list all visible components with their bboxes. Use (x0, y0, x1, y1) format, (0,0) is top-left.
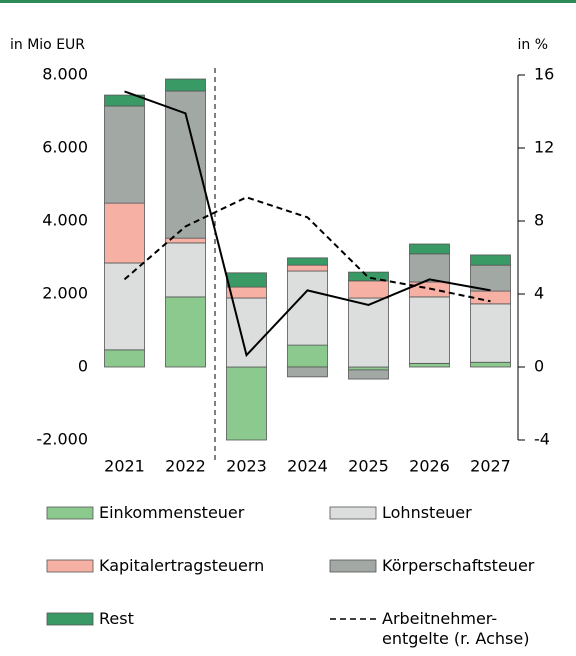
bar-segment (226, 272, 267, 288)
bar-segment (287, 264, 328, 272)
bar-segment (287, 366, 328, 378)
x-tick-label: 2022 (165, 457, 206, 476)
bar-segment (165, 296, 206, 368)
bar-segment (470, 361, 511, 368)
y-tick-label: 8.000 (42, 65, 88, 84)
legend-label: Kapitalertragsteuern (99, 556, 265, 575)
bar-segment (226, 366, 267, 441)
line-series (124, 90, 491, 358)
y2-axis-label: in % (517, 37, 548, 53)
bar-segment (348, 280, 389, 299)
legend-label: Körperschaftsteuer (382, 556, 535, 575)
y2-tick-label: 0 (534, 357, 544, 376)
legend-swatch (46, 559, 94, 573)
bar-segment (348, 271, 389, 282)
x-tick-label: 2023 (226, 457, 267, 476)
legend-swatch (329, 506, 377, 520)
legend-label: Rest (99, 609, 134, 628)
x-tick-label: 2027 (470, 457, 511, 476)
bar-segment (104, 202, 145, 264)
bar-segment (470, 254, 511, 266)
y-axis-label: in Mio EUR (10, 37, 85, 53)
legend-label: Lohnsteuer (382, 503, 472, 522)
legend-swatch (329, 559, 377, 573)
bar-segment (287, 270, 328, 346)
y2-tick-label: 8 (534, 211, 544, 230)
bar-segment (287, 344, 328, 368)
y2-tick-label: 4 (534, 284, 544, 303)
bar-segment (104, 105, 145, 204)
bar-segment (165, 78, 206, 92)
bar-segment (470, 264, 511, 292)
bar-segment (226, 297, 267, 368)
x-tick-label: 2024 (287, 457, 328, 476)
legend-swatch (46, 506, 94, 520)
x-tick-label: 2025 (348, 457, 389, 476)
bar-segment (348, 366, 389, 371)
top-rule (0, 0, 576, 3)
line-series (123, 196, 491, 303)
bar-segment (348, 369, 389, 380)
bar-segment (104, 94, 145, 107)
bar-segment (409, 296, 450, 364)
y2-tick-label: 16 (534, 65, 554, 84)
bar-segment (287, 257, 328, 266)
bar-segment (409, 243, 450, 255)
legend-swatch (46, 612, 94, 626)
legend-label: Einkommensteuer (99, 503, 245, 522)
y2-tick-label: -4 (534, 430, 550, 449)
bar-segment (470, 290, 511, 305)
bar-segment (165, 242, 206, 298)
bar-segment (470, 303, 511, 363)
bar-segment (409, 253, 450, 283)
bar-segment (104, 349, 145, 368)
bar-segment (348, 297, 389, 368)
legend-label: Arbeitnehmer- entgelte (r. Achse) (382, 609, 530, 648)
y-tick-label: 0 (78, 357, 88, 376)
y-tick-label: 6.000 (42, 138, 88, 157)
y2-tick-label: 12 (534, 138, 554, 157)
x-tick-label: 2026 (409, 457, 450, 476)
y-tick-label: -2.000 (36, 430, 88, 449)
x-tick-label: 2021 (104, 457, 145, 476)
y-tick-label: 2.000 (42, 284, 88, 303)
bar-segment (104, 262, 145, 351)
y-tick-label: 4.000 (42, 211, 88, 230)
bar-segment (409, 362, 450, 368)
